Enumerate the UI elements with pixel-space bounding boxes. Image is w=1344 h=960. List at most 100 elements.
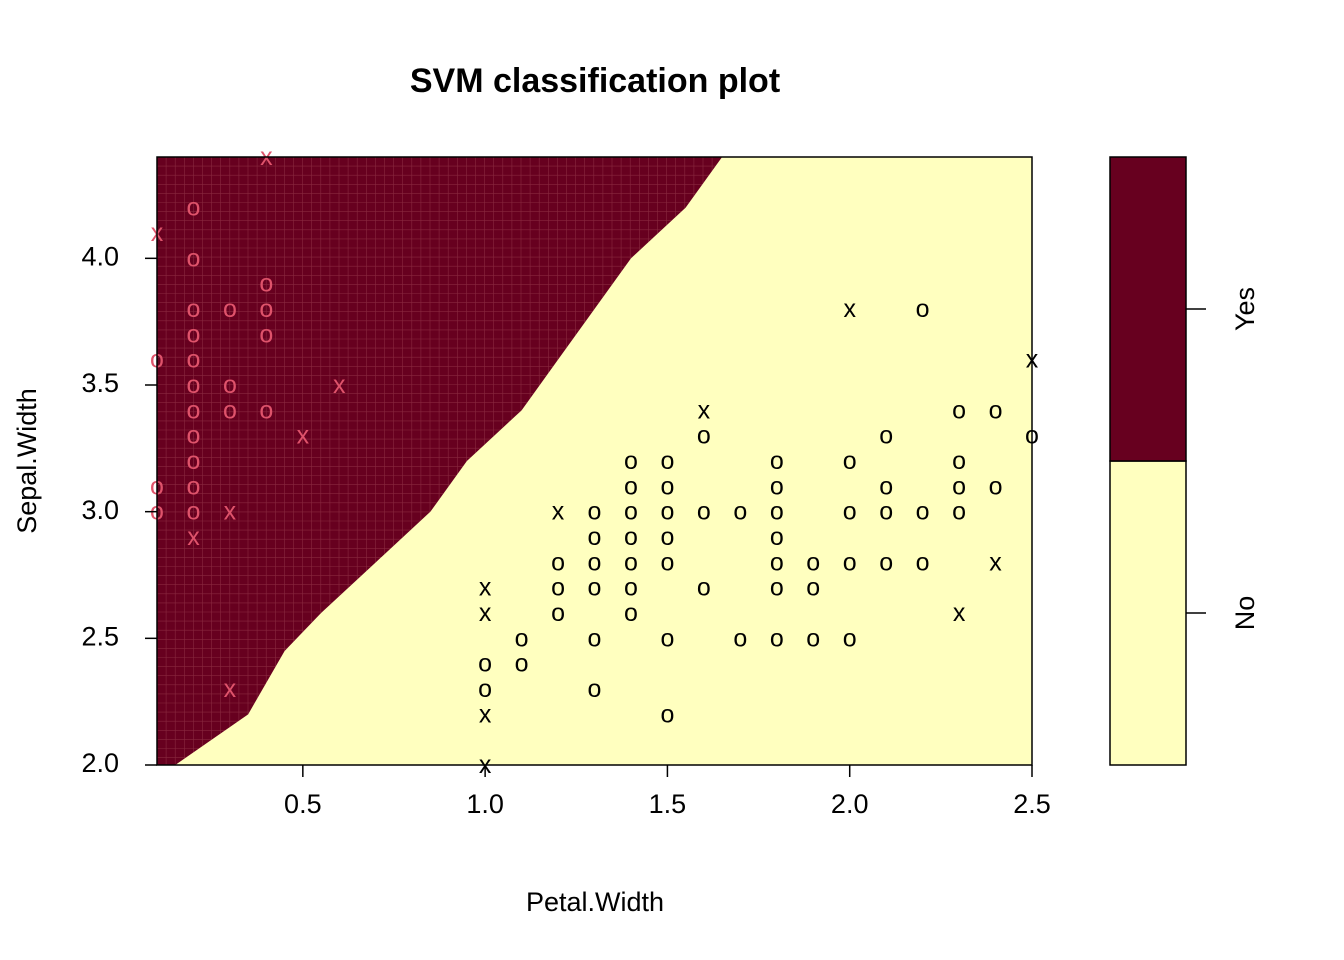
no-point-support: o [660, 624, 674, 652]
no-point-support: o [588, 675, 602, 703]
no-point-vector: x [698, 396, 711, 424]
no-point-support: o [697, 422, 711, 450]
no-point-support: o [770, 574, 784, 602]
no-point-support: o [624, 599, 638, 627]
yes-point-support: o [187, 244, 201, 272]
y-axis-label: Sepal.Width [12, 388, 42, 534]
no-point-vector: x [989, 548, 1002, 576]
yes-point-support: o [223, 396, 237, 424]
no-point-support: o [624, 447, 638, 475]
yes-point-vector: x [297, 422, 310, 450]
x-tick-label: 0.5 [284, 789, 322, 819]
legend: No Yes [1109, 156, 1260, 766]
no-point-support: o [697, 574, 711, 602]
no-point-support: o [624, 574, 638, 602]
legend-label-yes: Yes [1230, 287, 1260, 331]
yes-point-support: o [187, 422, 201, 450]
no-point-support: o [916, 548, 930, 576]
no-point-support: o [806, 574, 820, 602]
no-point-support: o [770, 624, 784, 652]
no-point-support: o [879, 422, 893, 450]
no-point-support: o [660, 472, 674, 500]
no-point-support: o [624, 472, 638, 500]
no-point-support: o [588, 498, 602, 526]
yes-point-vector: x [187, 523, 200, 551]
no-point-support: o [551, 548, 565, 576]
no-point-support: o [952, 447, 966, 475]
yes-point-support: o [187, 320, 201, 348]
no-point-support: o [660, 447, 674, 475]
no-point-support: o [770, 498, 784, 526]
no-point-support: o [770, 472, 784, 500]
no-point-support: o [515, 624, 529, 652]
yes-point-vector: x [224, 675, 237, 703]
no-point-support: o [952, 396, 966, 424]
legend-swatch-yes [1109, 156, 1187, 462]
no-point-support: o [478, 650, 492, 678]
chart-title: SVM classification plot [410, 62, 780, 100]
no-point-support: o [770, 447, 784, 475]
no-point-support: o [952, 498, 966, 526]
y-tick-label: 2.5 [81, 621, 119, 651]
no-point-support: o [624, 498, 638, 526]
no-point-support: o [770, 548, 784, 576]
y-tick-label: 4.0 [81, 241, 119, 271]
no-point-support: o [916, 295, 930, 323]
no-point-support: o [843, 624, 857, 652]
no-point-support: o [806, 548, 820, 576]
x-tick-label: 1.0 [466, 789, 504, 819]
yes-point-vector: x [224, 498, 237, 526]
no-point-support: o [952, 472, 966, 500]
yes-point-support: o [259, 320, 273, 348]
yes-region [157, 157, 723, 765]
no-point-support: o [660, 548, 674, 576]
yes-point-vector: x [333, 371, 346, 399]
yes-point-support: o [187, 371, 201, 399]
legend-swatch-no [1109, 460, 1187, 766]
yes-point-support: o [187, 447, 201, 475]
x-axis-label: Petal.Width [526, 887, 664, 917]
no-point-support: o [879, 472, 893, 500]
no-point-support: o [660, 700, 674, 728]
yes-point-support: o [187, 472, 201, 500]
x-tick-label: 2.5 [1013, 789, 1051, 819]
yes-point-support: o [187, 396, 201, 424]
no-point-support: o [624, 523, 638, 551]
legend-label-no: No [1230, 596, 1260, 631]
no-point-vector: x [953, 599, 966, 627]
yes-point-support: o [187, 498, 201, 526]
plot-border [156, 156, 1033, 766]
x-tick-label: 2.0 [831, 789, 869, 819]
yes-point-support: o [187, 194, 201, 222]
no-point-support: o [588, 523, 602, 551]
no-point-support: o [989, 396, 1003, 424]
no-point-support: o [916, 498, 930, 526]
no-point-support: o [697, 498, 711, 526]
no-point-vector: x [552, 498, 565, 526]
no-point-support: o [588, 574, 602, 602]
yes-point-support: o [187, 346, 201, 374]
x-tick-label: 1.5 [649, 789, 687, 819]
y-tick-label: 3.0 [81, 495, 119, 525]
no-point-support: o [660, 523, 674, 551]
no-point-support: o [551, 574, 565, 602]
no-point-support: o [551, 599, 565, 627]
no-point-support: o [588, 548, 602, 576]
no-point-support: o [660, 498, 674, 526]
no-point-support: o [515, 650, 529, 678]
yes-point-support: o [259, 295, 273, 323]
no-point-support: o [733, 498, 747, 526]
no-point-support: o [843, 447, 857, 475]
no-point-support: o [879, 498, 893, 526]
no-point-support: o [843, 498, 857, 526]
no-point-support: o [989, 472, 1003, 500]
no-point-vector: x [479, 700, 492, 728]
y-tick-label: 3.5 [81, 368, 119, 398]
yes-point-support: o [223, 371, 237, 399]
no-point-support: o [624, 548, 638, 576]
yes-point-support: o [223, 295, 237, 323]
yes-point-support: o [259, 396, 273, 424]
no-point-support: o [843, 548, 857, 576]
